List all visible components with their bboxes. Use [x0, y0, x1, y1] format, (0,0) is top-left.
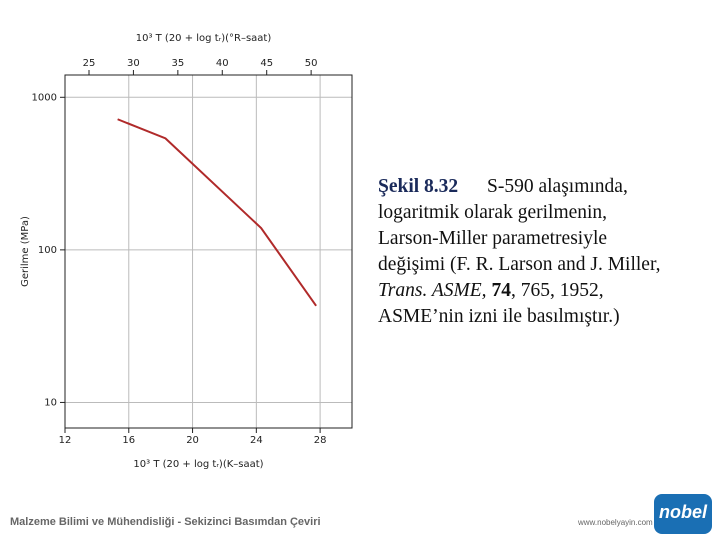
y-tick-label: 1000	[32, 92, 57, 103]
plot-frame	[64, 74, 353, 429]
x2-tick-label: 25	[83, 58, 96, 69]
x2-tick-label: 30	[127, 58, 140, 69]
x2-tick-label: 45	[260, 58, 273, 69]
x-tick-label: 28	[314, 435, 327, 446]
x-tick-label: 12	[59, 435, 72, 446]
logo: nobel	[659, 502, 708, 522]
data-line	[117, 118, 317, 307]
caption-line: logaritmik olarak gerilmenin,	[378, 202, 607, 223]
x-tick-label: 20	[186, 435, 199, 446]
caption-label: Şekil 8.32	[378, 176, 458, 197]
logo-box	[654, 494, 712, 534]
x2-tick-label: 50	[305, 58, 318, 69]
x2-axis-label: 10³ T (20 + log tᵣ)(°R–saat)	[136, 33, 272, 44]
caption-line: ASME’nin izni ile basılmıştır.)	[378, 306, 620, 327]
caption-line: Larson-Miller parametresiyle	[378, 228, 607, 249]
x-axis-label: 10³ T (20 + log tᵣ)(K–saat)	[133, 459, 263, 470]
x-tick-label: 24	[250, 435, 263, 446]
x-tick-label: 16	[122, 435, 135, 446]
caption-volume: 74	[492, 280, 512, 301]
y-tick-label: 100	[38, 245, 57, 256]
x2-tick-label: 35	[171, 58, 184, 69]
y-tick-label: 10	[44, 397, 57, 408]
caption-line: S-590 alaşımında,	[487, 176, 628, 197]
footer-site: www.nobelyayin.com	[577, 518, 653, 527]
x2-tick-label: 40	[216, 58, 229, 69]
caption-rest: , 765, 1952,	[511, 280, 604, 301]
footer-book: Malzeme Bilimi ve Mühendisliği - Sekizin…	[10, 516, 321, 528]
caption-line: Trans. ASME, 74, 765, 1952,	[378, 280, 604, 301]
caption-journal: Trans. ASME,	[378, 280, 487, 301]
y-axis-label: Gerilme (MPa)	[20, 216, 31, 287]
caption-line: değişimi (F. R. Larson and J. Miller,	[378, 254, 661, 275]
